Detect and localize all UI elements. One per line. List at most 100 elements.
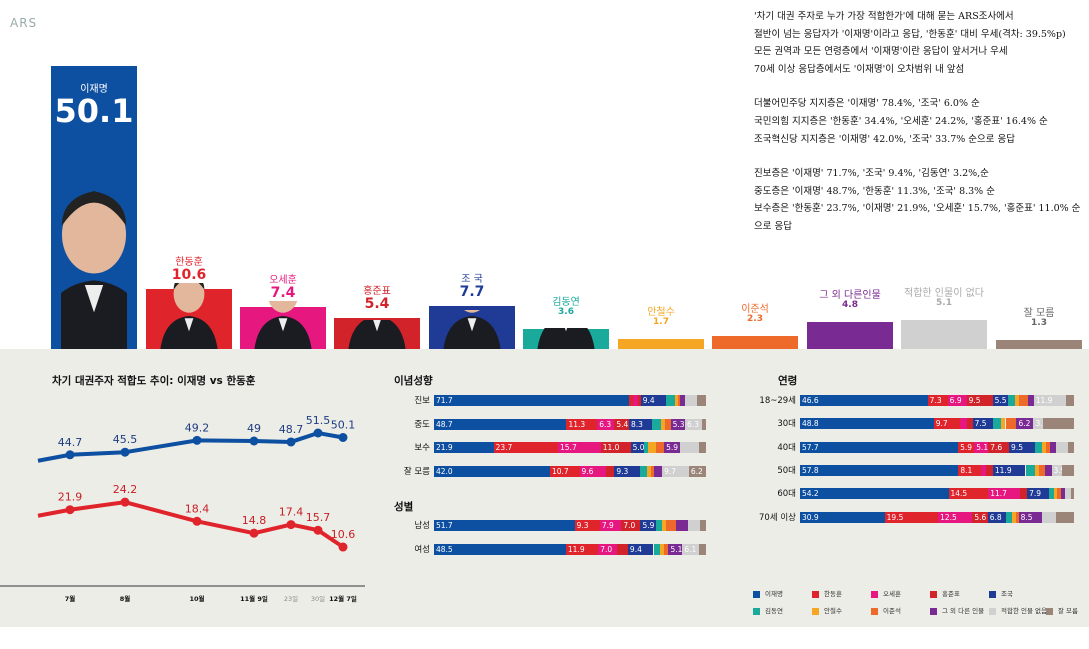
stack-segment-value: 5.4 xyxy=(616,419,629,429)
trend-value-label: 18.4 xyxy=(185,502,210,515)
stack-segment-value: 9.5 xyxy=(968,396,981,405)
stack-segment-value: 42.0 xyxy=(436,466,453,476)
bar-value: 3.6 xyxy=(558,306,574,317)
trend-line-chart: 44.7 45.5 49.2 49 48.751.5 50.1 21.9 24.2 18.4 14… xyxy=(0,414,365,603)
legend-item: 한동훈 xyxy=(812,588,842,598)
legend-item: 김동연 xyxy=(753,605,783,615)
bar-label: 그 외 다른인물 xyxy=(819,289,881,301)
stack-segment-조국: 8.3 xyxy=(629,418,652,430)
legend-label: 홍준표 xyxy=(942,590,960,598)
stack-segment-모름 xyxy=(1062,464,1074,476)
stack-segment-한동훈: 11.9 xyxy=(565,543,599,555)
stack-segment-value: 3.9 xyxy=(1053,465,1066,475)
stack-segment-value: 8.5 xyxy=(1020,512,1033,522)
stack-segment-김동연 xyxy=(1025,464,1036,476)
stack-segment-이준석 xyxy=(1039,464,1045,476)
stack-segment-홍준표: 7.6 xyxy=(988,441,1010,453)
legend-swatch xyxy=(812,607,819,615)
stack-segment-value: 3.4 xyxy=(1035,419,1048,429)
stack-segment-그외 xyxy=(653,465,663,477)
note-line: 진보층은 '이재명' 71.7%, '조국' 9.4%, '김동연' 3.2%,… xyxy=(754,168,989,180)
stack-segment-한동훈: 7.3 xyxy=(927,395,948,406)
legend-swatch xyxy=(930,607,937,615)
stack-segment-한동훈: 10.7 xyxy=(549,465,580,477)
bar-value: 4.8 xyxy=(842,299,858,310)
main-bar-chart-area: ARS '차기 대권 주자로 누가 가장 적합한가'에 대해 묻는 ARS조사에… xyxy=(10,11,1082,349)
stack-segment-한동훈: 5.9 xyxy=(958,441,975,453)
stack-segment-한동훈: 23.7 xyxy=(493,442,559,453)
stack-segment-그외 xyxy=(1044,464,1052,476)
stack-segment-홍준표: 7.0 xyxy=(621,520,641,531)
legend-swatch xyxy=(753,607,760,615)
trend-point xyxy=(65,450,75,460)
trend-line-이재명 xyxy=(37,430,344,463)
stack-segment-김동연 xyxy=(1006,511,1012,523)
stack-segment-value: 7.5 xyxy=(974,419,987,429)
stack-segment-이재명: 48.8 xyxy=(800,418,934,430)
stack-segment-그외 xyxy=(1061,488,1066,500)
stack-segment-value: 23.7 xyxy=(495,443,513,452)
stack-segment-이재명: 57.8 xyxy=(800,464,959,476)
trend-x-tick: 11월 9일 xyxy=(240,594,268,603)
bar-label: 한동훈 xyxy=(175,257,203,269)
stack-segment-김동연 xyxy=(993,418,1002,430)
stack-segment-value: 6.3 xyxy=(599,419,612,429)
stack-segment-모름 xyxy=(698,543,706,555)
stack-segment-모름 xyxy=(1070,488,1074,500)
bar-label: 적합한 인물이 없다 xyxy=(904,288,984,300)
source-label: ARS xyxy=(10,16,38,30)
stack-segment-없음 xyxy=(1041,511,1056,523)
stack-segment-이준석 xyxy=(655,442,665,453)
stack-segment-value: 30.9 xyxy=(802,512,819,522)
stack-segment-조국: 9.5 xyxy=(1009,441,1036,453)
stack-segment-value: 5.5 xyxy=(994,396,1007,405)
stack-segment-안철수 xyxy=(1041,441,1047,453)
trend-point xyxy=(338,542,348,552)
legend-swatch xyxy=(1046,607,1053,615)
stack-segment-그외: 8.5 xyxy=(1018,511,1042,523)
note-line: 절반이 넘는 응답자가 '이재명'이라고 응답, '한동훈' 대비 우세(격차:… xyxy=(754,28,1066,40)
stack-segment-한동훈: 19.5 xyxy=(884,511,939,523)
stack-segment-value: 11.9 xyxy=(567,544,585,554)
stack-segment-조국: 9.4 xyxy=(640,395,667,406)
bar-label: 조 국 xyxy=(461,273,483,285)
trend-value-label: 14.8 xyxy=(242,514,267,527)
trend-value-label: 24.2 xyxy=(113,483,138,496)
legend-swatch xyxy=(871,607,878,615)
bar-value: 5.1 xyxy=(936,298,952,309)
stack-segment-안철수 xyxy=(661,418,666,430)
trend-point xyxy=(249,436,259,446)
trend-point xyxy=(192,516,202,526)
stack-segment-value: 9.6 xyxy=(581,466,594,476)
trend-value-label: 17.4 xyxy=(279,506,304,519)
note-line: 국민의힘 지지층은 '한동훈' 34.4%, '오세훈' 24.2%, '홍준표… xyxy=(754,115,1048,127)
stack-segment-오세훈 xyxy=(633,395,638,406)
stack-segment-value: 7.9 xyxy=(601,521,614,530)
stack-segment-value: 5.3 xyxy=(672,419,685,429)
stack-segment-이준석 xyxy=(1018,395,1029,406)
note-line: 더불어민주당 지지층은 '이재명' 78.4%, '조국' 6.0% 순 xyxy=(754,98,980,110)
stack-segment-value: 51.7 xyxy=(436,521,453,530)
legend-swatch xyxy=(989,607,996,615)
stack-segment-홍준표: 11.0 xyxy=(600,442,631,453)
stack-segment-이준석 xyxy=(1005,418,1017,430)
trend-point xyxy=(338,432,348,442)
legend-label: 잘 모름 xyxy=(1058,607,1079,615)
stack-segment-value: 6.2 xyxy=(690,466,703,476)
trend-value-label: 49 xyxy=(247,422,261,435)
stack-segment-안철수 xyxy=(661,520,666,531)
trend-point xyxy=(65,505,75,515)
stack-segment-홍준표 xyxy=(967,418,973,430)
stack-segment-조국: 5.9 xyxy=(640,520,657,531)
stack-segment-모름 xyxy=(699,442,706,453)
legend-swatch xyxy=(753,590,760,598)
stack-segment-value: 5.1 xyxy=(976,442,989,452)
stack-segment-그외: 5.1 xyxy=(668,543,682,555)
stack-segment-이재명: 51.7 xyxy=(434,520,575,531)
bar-label: 잘 모름 xyxy=(1023,308,1055,319)
stack-segment-한동훈: 8.1 xyxy=(958,464,981,476)
stack-segment-value: 21.9 xyxy=(436,443,453,452)
candidate-photo xyxy=(533,328,599,349)
stack-segment-홍준표 xyxy=(986,464,993,476)
stack-segment-오세훈 xyxy=(960,418,968,430)
